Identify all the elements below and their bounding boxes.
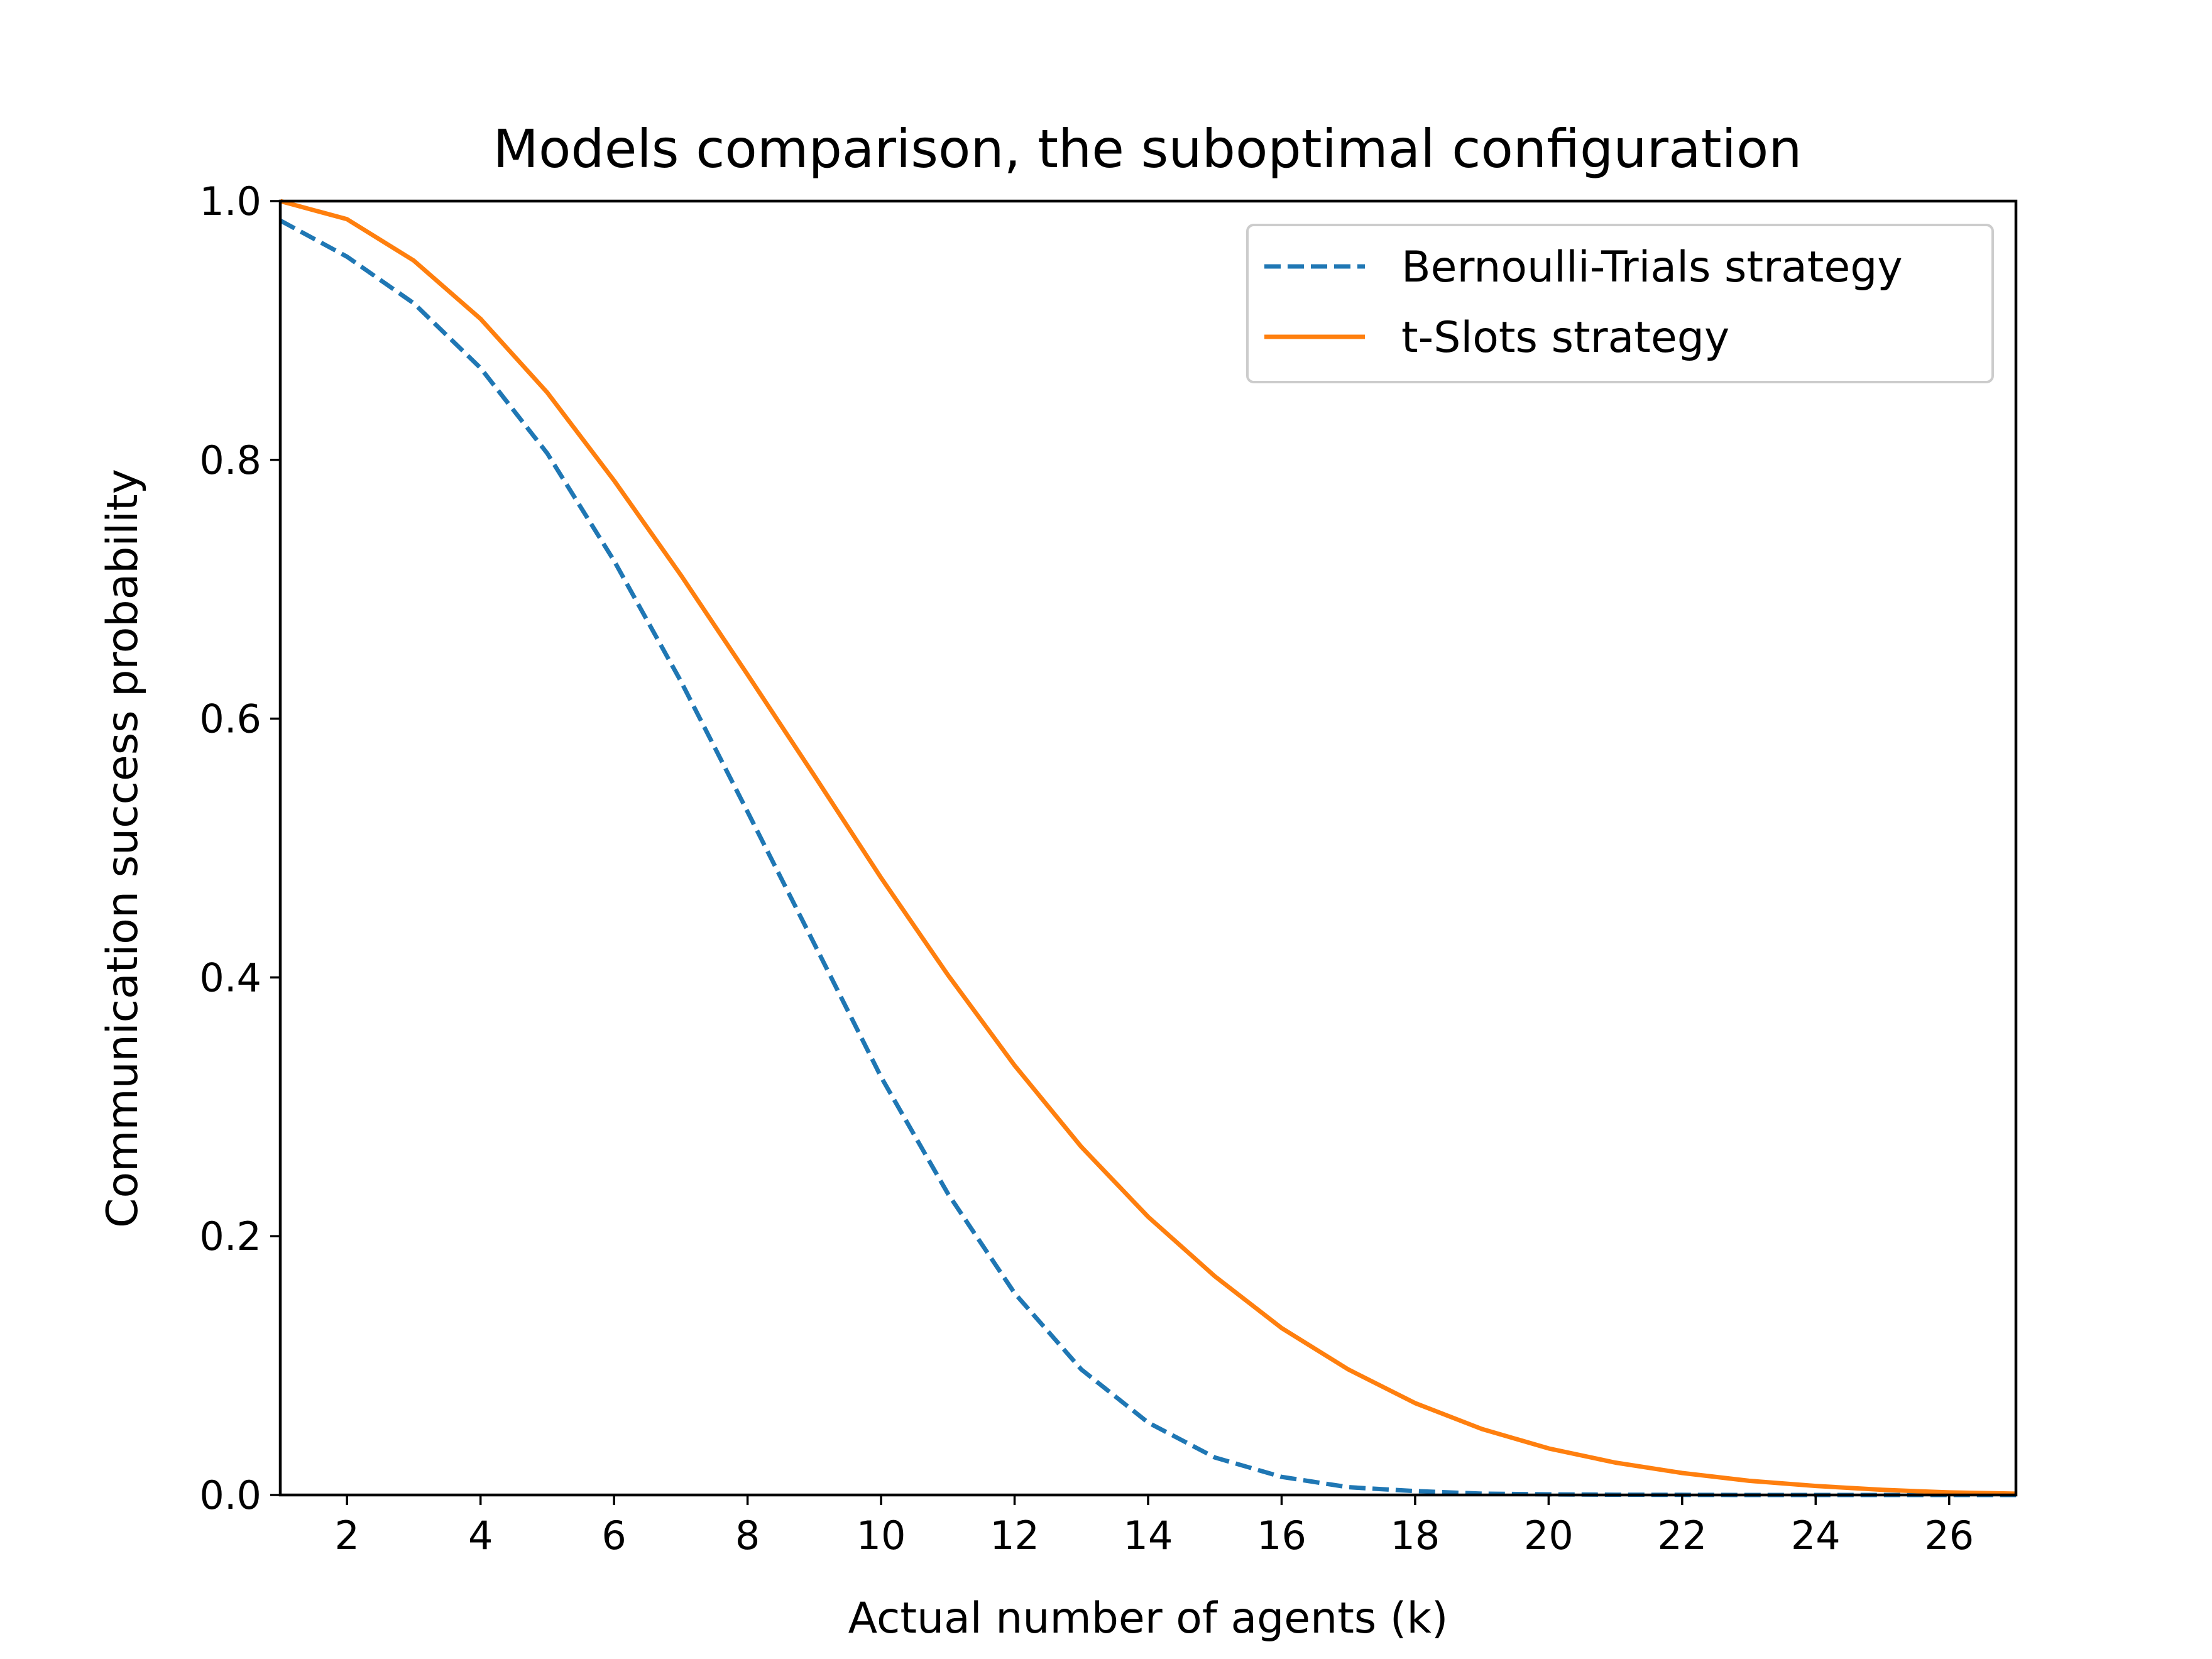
x-tick-label: 6 (601, 1513, 626, 1558)
x-tick-label: 26 (1924, 1513, 1974, 1558)
x-tick-label: 12 (990, 1513, 1039, 1558)
legend-entry-tslots: t-Slots strategy (1401, 313, 1729, 363)
y-axis-label: Communication success probability (98, 469, 148, 1228)
x-tick-label: 14 (1124, 1513, 1173, 1558)
legend-entry-bernoulli: Bernoulli-Trials strategy (1401, 243, 1903, 292)
x-tick-label: 18 (1390, 1513, 1440, 1558)
x-tick-label: 16 (1257, 1513, 1306, 1558)
y-tick-label: 1.0 (199, 178, 261, 224)
x-tick-label: 8 (735, 1513, 760, 1558)
y-axis: 0.0 0.2 0.4 0.6 0.8 1.0 (199, 178, 280, 1518)
y-tick-label: 0.8 (199, 437, 261, 483)
legend-box (1246, 224, 1994, 383)
series-line-1 (280, 199, 2017, 1496)
y-tick-label: 0.0 (199, 1472, 261, 1518)
x-tick-label: 10 (857, 1513, 906, 1558)
y-tick-label: 0.2 (199, 1213, 261, 1259)
x-axis-label: Actual number of agents (k) (848, 1594, 1448, 1643)
y-tick-label: 0.6 (199, 696, 261, 742)
x-tick-label: 2 (335, 1513, 359, 1558)
legend: Bernoulli-Trials strategy t-Slots strate… (1246, 224, 1994, 383)
x-tick-label: 4 (468, 1513, 493, 1558)
y-tick-label: 0.4 (199, 955, 261, 1000)
x-axis: 2 4 6 8 10 12 14 16 18 20 22 24 26 (335, 1495, 1974, 1558)
x-tick-label: 22 (1657, 1513, 1707, 1558)
x-tick-label: 20 (1524, 1513, 1574, 1558)
x-tick-label: 24 (1791, 1513, 1841, 1558)
chart-title: Models comparison, the suboptimal config… (493, 118, 1802, 180)
